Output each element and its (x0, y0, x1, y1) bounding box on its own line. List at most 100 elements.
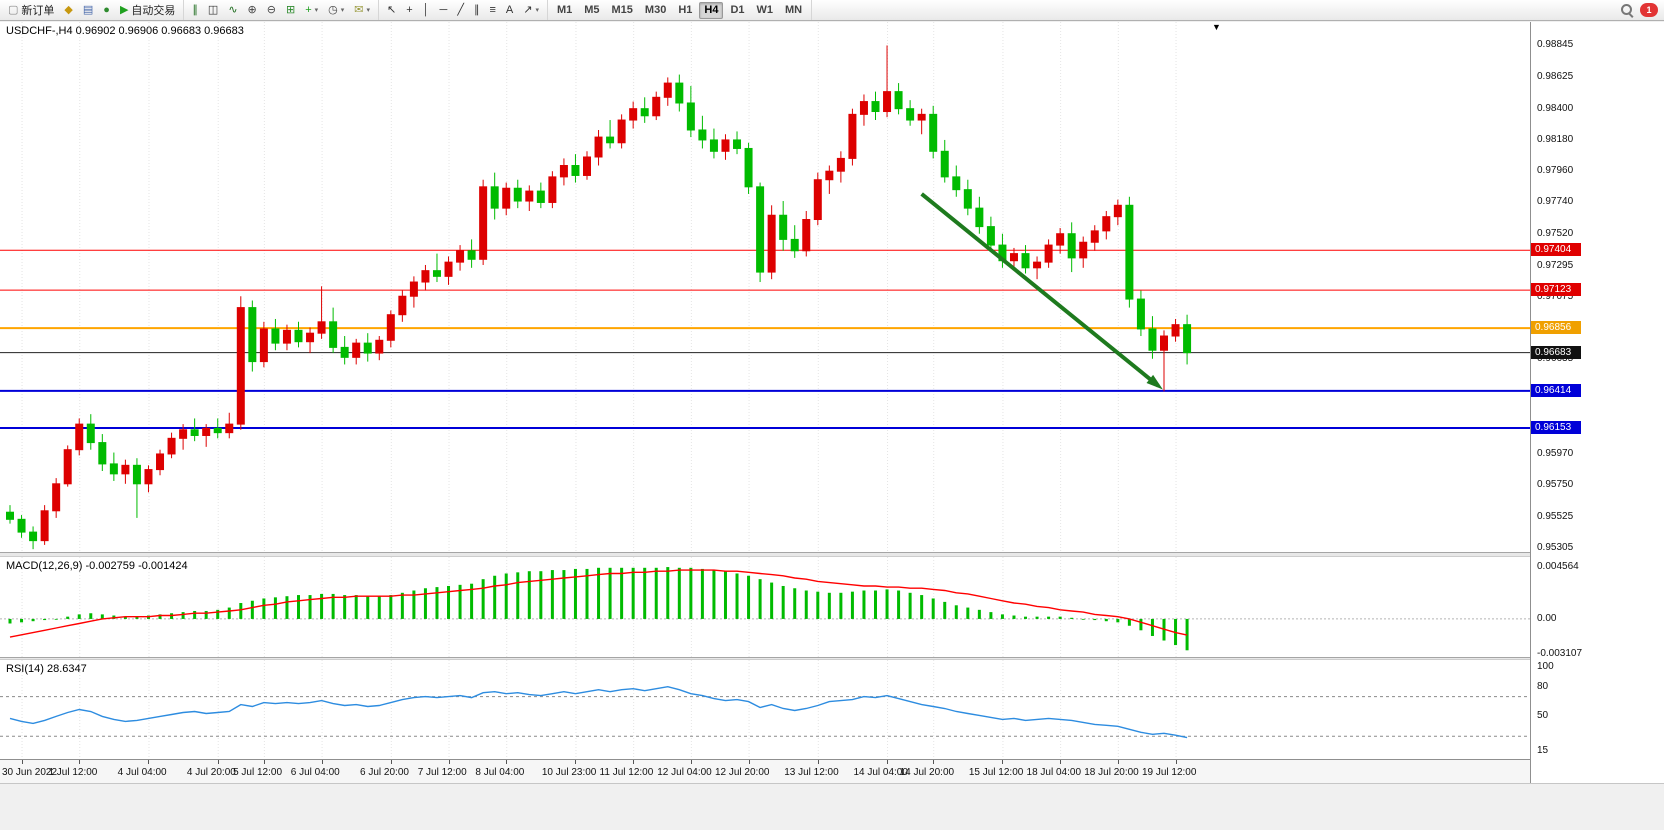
notification-badge[interactable]: 1 (1640, 3, 1658, 17)
trend-arrow[interactable] (920, 192, 1160, 388)
orange-level-line-tag[interactable]: 0.96856 (1531, 321, 1581, 335)
toolbar-groups: ▢ 新订单 ◆ ▤ ● ▶ 自动交易 ∥ ◫ ∿ ⊕ ⊖ ⊞ + ▾ ◷ ▾ ✉ ▾ ↖ + │ ─ ╱ ∥ ≡ A ↗ ▾ M1 M5 M1… (0, 0, 813, 20)
blue-support-line-lower-tag[interactable]: 0.96153 (1531, 420, 1581, 434)
main-chart-panel[interactable]: USDCHF-,H4 0.96902 0.96906 0.96683 0.966… (0, 22, 1530, 552)
data-window-button[interactable]: ▤ (79, 1, 97, 20)
blue-support-line-upper-tag[interactable]: 0.96414 (1531, 383, 1581, 397)
time-tick (148, 760, 150, 764)
tf-m30-button[interactable]: M30 (640, 2, 671, 19)
macd-indicator-label: MACD(12,26,9) -0.002759 -0.001424 (6, 560, 188, 572)
zoom-in-icon: ⊕ (247, 3, 257, 16)
time-tick (887, 760, 889, 764)
time-axis[interactable]: 30 Jun 2022 1 Jul 12:00 4 Jul 04:00 4 Jul 2… (0, 759, 1530, 783)
autotrading-button[interactable]: ▶ 自动交易 (116, 1, 179, 20)
rsi-canvas[interactable] (0, 660, 1530, 759)
tf-m5-button-label: M5 (584, 3, 600, 16)
text-button[interactable]: A (502, 1, 517, 20)
time-tick (321, 760, 323, 764)
scripts-button[interactable]: ● (99, 1, 114, 20)
tf-m15-button[interactable]: M15 (607, 2, 638, 19)
panel-divider[interactable] (0, 552, 1530, 557)
indicators-button[interactable]: + ▾ (301, 1, 322, 20)
rsi-line (9, 685, 1188, 739)
macd-canvas[interactable] (0, 557, 1530, 657)
zoom-in-button[interactable]: ⊕ (244, 1, 261, 20)
time-tick (390, 760, 392, 764)
time-tick (933, 760, 935, 764)
main-chart-canvas[interactable] (0, 22, 1530, 552)
price-axis-label: 0.95525 (1537, 511, 1574, 523)
price-axis-label: 0.95970 (1537, 447, 1574, 459)
periods-button[interactable]: ◷ ▾ (324, 1, 348, 20)
time-axis-label: 11 Jul 12:00 (599, 767, 654, 778)
rsi-panel[interactable]: RSI(14) 28.6347 (0, 660, 1530, 759)
chart-shift-marker-icon[interactable]: ▼ (1212, 22, 1221, 32)
line-chart-button[interactable]: ∿ (224, 1, 241, 20)
dropdown-caret-icon: ▾ (340, 7, 345, 14)
data-window-icon: ▤ (82, 3, 94, 16)
timeframe-group: M1 M5 M15 M30 H1 H4 D1 W1 MN (548, 0, 813, 20)
search-icon[interactable] (1620, 3, 1634, 17)
autotrading-icon: ▶ (119, 3, 129, 16)
channel-icon: ∥ (473, 3, 480, 16)
rsi-axis-label: 50 (1537, 710, 1549, 722)
trendline-button[interactable]: ╱ (453, 1, 468, 20)
tf-w1-button[interactable]: W1 (752, 2, 779, 19)
time-tick (506, 760, 508, 764)
horizontal-line-button[interactable]: ─ (436, 1, 452, 20)
autotrading-button-label: 自动交易 (131, 5, 176, 17)
templates-button[interactable]: ✉ ▾ (350, 1, 374, 20)
rsi-axis-label: 80 (1537, 680, 1549, 692)
current-price-line-tag[interactable]: 0.96683 (1531, 345, 1581, 359)
trendline-icon: ╱ (457, 3, 464, 16)
cursor-button[interactable]: ↖ (383, 1, 400, 20)
fibonacci-button[interactable]: ≡ (485, 1, 499, 20)
channel-button[interactable]: ∥ (470, 1, 484, 20)
price-axis-label: 0.95750 (1537, 479, 1574, 491)
ohlc-bars-icon: ∥ (192, 3, 198, 16)
time-tick (1002, 760, 1004, 764)
chart-ohlc-readout: USDCHF-,H4 0.96902 0.96906 0.96683 0.966… (6, 25, 244, 37)
time-tick (748, 760, 750, 764)
tf-m15-button-label: M15 (611, 3, 633, 16)
time-tick (1117, 760, 1119, 764)
new-order-button-label: 新订单 (21, 5, 55, 17)
tf-mn-button[interactable]: MN (780, 2, 807, 19)
vertical-line-button[interactable]: │ (419, 1, 434, 20)
grid-layer (21, 22, 1177, 552)
new-order-icon: ▢ (8, 3, 19, 16)
tf-h1-button[interactable]: H1 (673, 2, 697, 19)
macd-panel[interactable]: MACD(12,26,9) -0.002759 -0.001424 (0, 557, 1530, 657)
time-axis-label: 6 Jul 20:00 (360, 767, 409, 778)
tf-m1-button[interactable]: M1 (552, 2, 577, 19)
arrows-icon: ↗ (523, 3, 533, 16)
tile-windows-button[interactable]: ⊞ (282, 1, 299, 20)
time-tick (690, 760, 692, 764)
ohlc-bars-button[interactable]: ∥ (188, 1, 202, 20)
tile-windows-icon: ⊞ (285, 3, 296, 16)
new-order-button[interactable]: ▢ 新订单 (4, 1, 58, 20)
rsi-axis-label: 100 (1537, 660, 1554, 672)
resistance-line-lower-tag[interactable]: 0.97123 (1531, 283, 1581, 297)
candlestick-chart-button[interactable]: ◫ (204, 1, 222, 20)
metaeditor-icon: ◆ (64, 3, 73, 16)
time-axis-label: 14 Jul 20:00 (899, 767, 955, 778)
tf-h4-button[interactable]: H4 (699, 1, 724, 19)
draw-tools-group: ↖ + │ ─ ╱ ∥ ≡ A ↗ ▾ (379, 0, 548, 20)
panel-divider[interactable] (0, 657, 1530, 660)
crosshair-button[interactable]: + (402, 1, 416, 20)
price-axis-label: 0.98400 (1537, 102, 1574, 114)
price-axis[interactable]: 0.98845 0.98625 0.98400 0.98180 0.97960 0.977… (1530, 22, 1664, 783)
time-axis-label: 12 Jul 20:00 (714, 767, 770, 778)
time-tick (1175, 760, 1177, 764)
arrows-button[interactable]: ↗ ▾ (519, 1, 543, 20)
time-tick (1060, 760, 1062, 764)
metaeditor-button[interactable]: ◆ (60, 1, 76, 20)
tf-m5-button[interactable]: M5 (579, 2, 604, 19)
zoom-out-button[interactable]: ⊖ (263, 1, 280, 20)
tf-m1-button-label: M1 (556, 3, 573, 16)
tf-d1-button[interactable]: D1 (725, 2, 749, 19)
resistance-line-upper-tag[interactable]: 0.97404 (1531, 243, 1581, 257)
price-axis-label: 0.97740 (1537, 196, 1574, 208)
